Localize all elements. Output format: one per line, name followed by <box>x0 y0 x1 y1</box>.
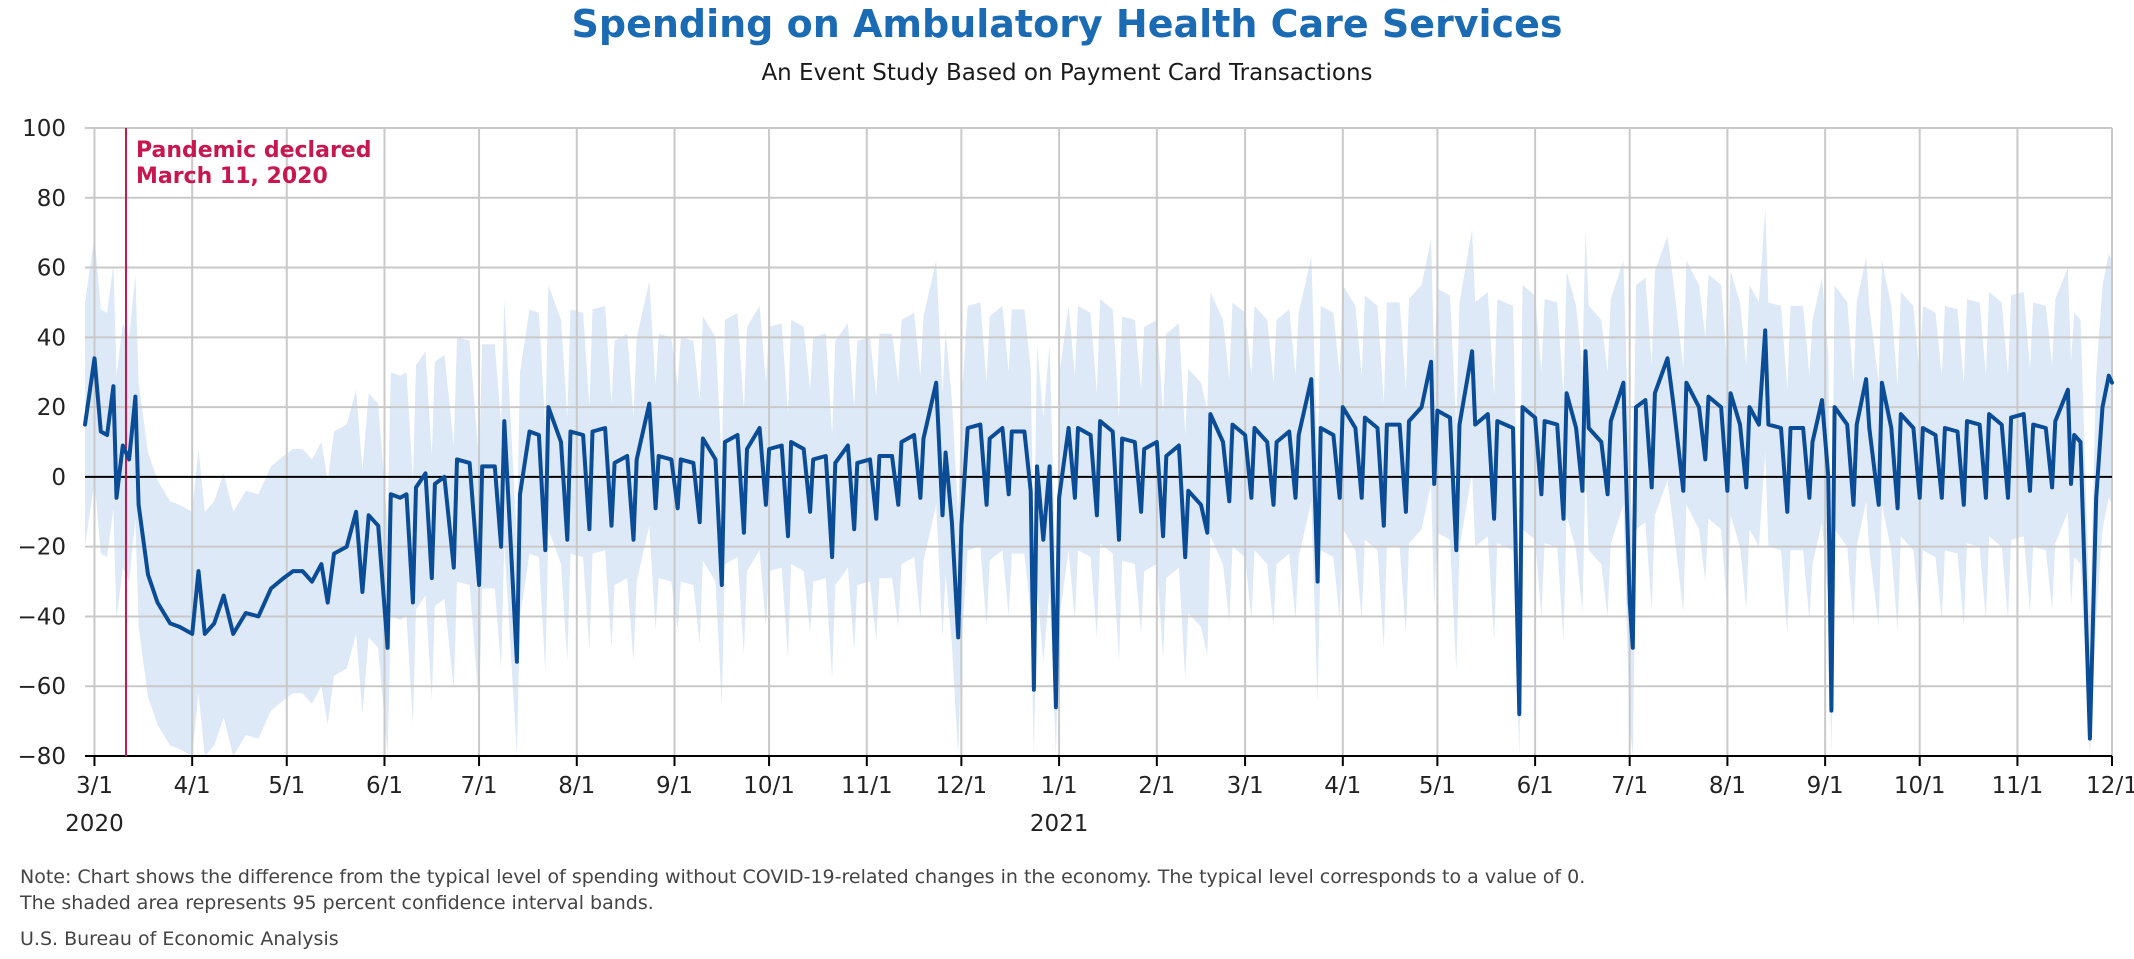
x-tick-label: 3/1 <box>76 773 113 799</box>
annotation-label-line-2: March 11, 2020 <box>136 164 328 189</box>
y-tick-label: 60 <box>37 256 66 282</box>
y-tick-label: −20 <box>17 535 66 561</box>
x-tick-label: 6/1 <box>366 773 403 799</box>
y-tick-label: 20 <box>37 395 66 421</box>
x-tick-label: 1/1 <box>1041 773 1078 799</box>
chart-subtitle: An Event Study Based on Payment Card Tra… <box>761 60 1373 86</box>
x-tick-label: 6/1 <box>1517 773 1554 799</box>
gridlines <box>85 127 2113 756</box>
x-axis-ticks: 3/1 2020 4/1 5/1 6/1 7/1 8/1 9/1 10/1 11/1 12/1 1/1… <box>65 756 2134 837</box>
y-tick-label: 40 <box>37 325 66 351</box>
x-tick-label: 8/1 <box>558 773 595 799</box>
y-tick-label: 0 <box>51 465 66 491</box>
x-year-label: 2021 <box>1030 811 1089 837</box>
x-tick-label: 5/1 <box>1419 773 1456 799</box>
x-tick-label: 10/1 <box>743 773 795 799</box>
annotation-label-line-1: Pandemic declared <box>136 138 371 163</box>
y-tick-label: −80 <box>17 744 66 770</box>
x-tick-label: 2/1 <box>1138 773 1175 799</box>
y-tick-label: −40 <box>17 604 66 630</box>
x-tick-label: 11/1 <box>841 773 893 799</box>
x-tick-label: 9/1 <box>1807 773 1844 799</box>
x-tick-label: 12/1 <box>2086 773 2134 799</box>
x-tick-label: 7/1 <box>461 773 498 799</box>
x-year-label: 2020 <box>65 811 124 837</box>
x-tick-label: 8/1 <box>1709 773 1746 799</box>
y-tick-label: 100 <box>22 116 66 142</box>
source-credit: U.S. Bureau of Economic Analysis <box>20 928 339 950</box>
x-tick-label: 11/1 <box>1992 773 2044 799</box>
series-line <box>83 328 2114 741</box>
x-tick-label: 4/1 <box>174 773 211 799</box>
note-line: Note: Chart shows the difference from th… <box>20 866 1586 888</box>
series-layer <box>83 328 2114 741</box>
x-tick-label: 5/1 <box>268 773 305 799</box>
y-tick-label: −60 <box>17 674 66 700</box>
y-axis-tick-labels: 100 80 60 40 20 0 −20 −40 −60 −80 <box>17 116 66 770</box>
x-tick-label: 10/1 <box>1894 773 1946 799</box>
x-tick-label: 12/1 <box>936 773 988 799</box>
x-tick-label: 4/1 <box>1324 773 1361 799</box>
x-tick-label: 3/1 <box>1227 773 1264 799</box>
x-tick-label: 9/1 <box>656 773 693 799</box>
note-line: The shaded area represents 95 percent co… <box>20 892 654 914</box>
chart-title: Spending on Ambulatory Health Care Servi… <box>571 2 1563 46</box>
y-tick-label: 80 <box>37 186 66 212</box>
x-tick-label: 7/1 <box>1611 773 1648 799</box>
line-chart: 3/1 2020 4/1 5/1 6/1 7/1 8/1 9/1 10/1 11/1 12/1 1/1… <box>17 116 2134 837</box>
